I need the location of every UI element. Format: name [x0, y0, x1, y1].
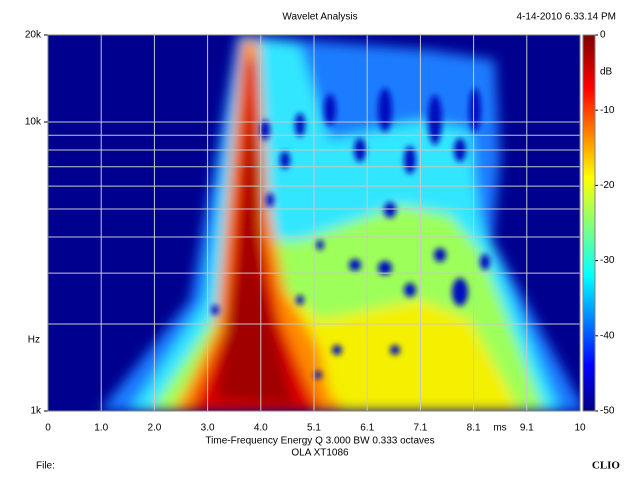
- caption: Time-Frequency Energy Q 3.000 BW 0.333 o…: [205, 436, 434, 447]
- colorbar-tick-label: -20: [600, 180, 615, 191]
- x-tick-label: 9.1: [520, 423, 534, 434]
- z-unit: dB: [600, 67, 613, 78]
- chart-title: Wavelet Analysis: [282, 12, 357, 23]
- x-tick-label: 2.0: [147, 423, 161, 434]
- y-tick-label: 10k: [25, 117, 42, 128]
- x-tick-label: 4.0: [254, 423, 268, 434]
- y-tick-label: 20k: [25, 30, 42, 41]
- x-tick-label: 1.0: [94, 423, 108, 434]
- colorbar: [582, 34, 596, 412]
- colorbar-tick-label: -40: [600, 330, 615, 341]
- plot-frame: [47, 34, 581, 412]
- x-tick-label: 5.1: [307, 423, 321, 434]
- y-unit: Hz: [28, 335, 40, 346]
- y-tick-label: 1k: [30, 406, 42, 417]
- x-tick-label: 6.1: [360, 423, 374, 434]
- x-tick-label: 10: [574, 423, 586, 434]
- x-tick-label: 3.0: [201, 423, 215, 434]
- colorbar-tick-label: -50: [600, 406, 615, 417]
- colorbar-tick-label: 0: [600, 30, 606, 41]
- x-tick-label: 8.1: [467, 423, 481, 434]
- colorbar-tick-label: -10: [600, 105, 615, 116]
- brand: CLIO: [592, 460, 621, 472]
- x-tick-label: 0: [45, 423, 51, 434]
- x-tick-label: 7.1: [413, 423, 427, 434]
- file-label: File:: [36, 461, 55, 472]
- heatmap: [48, 35, 580, 411]
- x-unit: ms: [493, 423, 506, 434]
- colorbar-tick-label: -30: [600, 255, 615, 266]
- timestamp: 4-14-2010 6.33.14 PM: [516, 12, 616, 23]
- device: OLA XT1086: [291, 448, 349, 459]
